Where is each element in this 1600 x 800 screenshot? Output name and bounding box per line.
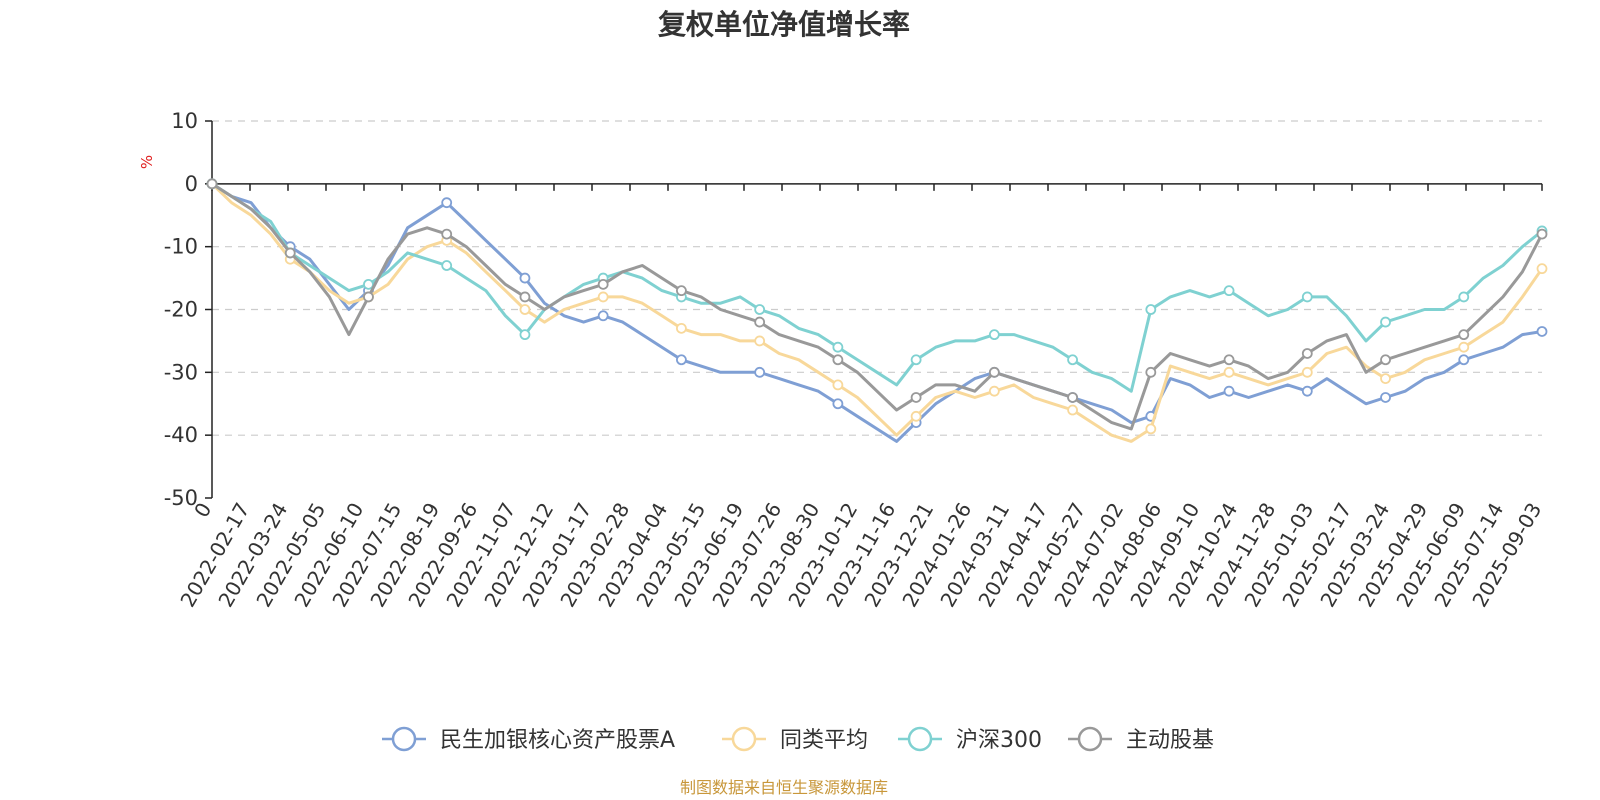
legend-marker bbox=[907, 726, 933, 752]
data-point bbox=[988, 366, 1000, 378]
data-point bbox=[1536, 263, 1548, 275]
data-point bbox=[988, 385, 1000, 397]
data-point bbox=[832, 354, 844, 366]
data-point bbox=[1536, 228, 1548, 240]
data-point bbox=[676, 285, 687, 297]
data-point bbox=[910, 354, 922, 366]
data-point bbox=[676, 322, 687, 334]
chart-title: 复权单位净值增长率 bbox=[658, 8, 910, 41]
data-point bbox=[519, 272, 531, 284]
data-point bbox=[754, 366, 766, 378]
legend-marker bbox=[391, 726, 417, 752]
data-point bbox=[754, 316, 766, 328]
legend-item-1[interactable]: 同类平均 bbox=[722, 726, 868, 753]
series-line-0 bbox=[211, 182, 1543, 443]
data-point bbox=[1380, 354, 1391, 366]
legend-item-2[interactable]: 沪深300 bbox=[898, 726, 1042, 753]
data-point bbox=[519, 329, 531, 341]
y-tick-label: -50 bbox=[164, 486, 198, 510]
data-point bbox=[1067, 354, 1078, 366]
data-point bbox=[1301, 385, 1313, 397]
data-point bbox=[1380, 373, 1391, 385]
data-point bbox=[1223, 385, 1235, 397]
legend-item-3[interactable]: 主动股基 bbox=[1068, 726, 1214, 753]
data-point bbox=[1067, 392, 1078, 403]
data-point bbox=[1458, 329, 1470, 341]
data-point bbox=[754, 335, 766, 347]
legend-marker bbox=[731, 726, 757, 752]
legend-label: 同类平均 bbox=[780, 728, 868, 753]
y-axis-unit: % bbox=[138, 155, 156, 169]
y-tick-label: 10 bbox=[171, 109, 198, 133]
y-axis-ticks: 10 0 -10 -20 -30 -40 -50 bbox=[164, 109, 212, 510]
data-point bbox=[1380, 316, 1391, 328]
y-tick-label: 0 bbox=[185, 172, 198, 196]
series-line-2 bbox=[211, 182, 1543, 393]
data-point bbox=[988, 329, 1000, 341]
data-point bbox=[206, 178, 218, 190]
data-point bbox=[519, 291, 531, 303]
data-point bbox=[832, 341, 844, 353]
legend-label: 主动股基 bbox=[1126, 728, 1214, 753]
data-point bbox=[910, 392, 922, 403]
series-lines bbox=[206, 178, 1548, 443]
data-point bbox=[1145, 366, 1157, 378]
y-tick-label: -20 bbox=[164, 298, 198, 322]
data-point bbox=[676, 354, 687, 366]
series-line-3 bbox=[211, 182, 1544, 431]
data-point bbox=[1145, 423, 1157, 435]
data-point bbox=[441, 260, 453, 271]
data-point bbox=[1458, 341, 1470, 353]
data-point bbox=[1536, 326, 1548, 337]
data-point bbox=[597, 291, 609, 303]
data-point bbox=[910, 410, 922, 422]
series-points-1 bbox=[206, 178, 1548, 435]
data-point bbox=[1301, 291, 1313, 303]
data-point bbox=[441, 228, 453, 240]
legend-item-0[interactable]: 民生加银核心资产股票A bbox=[382, 726, 675, 753]
data-point bbox=[1380, 392, 1391, 403]
data-point bbox=[1145, 304, 1157, 315]
series-points-2 bbox=[206, 178, 1548, 366]
data-point bbox=[754, 304, 766, 315]
gridlines bbox=[212, 120, 1542, 436]
y-tick-label: -30 bbox=[164, 360, 198, 384]
legend-marker bbox=[1077, 726, 1103, 752]
y-tick-label: -10 bbox=[164, 235, 198, 259]
data-point bbox=[1223, 285, 1235, 297]
data-point bbox=[1301, 348, 1313, 359]
data-point bbox=[597, 310, 609, 322]
legend[interactable]: 民生加银核心资产股票A 同类平均 沪深300 主动股基 bbox=[382, 726, 1214, 753]
data-point bbox=[1301, 366, 1313, 378]
data-point bbox=[1223, 354, 1235, 366]
series-points-3 bbox=[206, 178, 1548, 403]
data-point bbox=[519, 304, 531, 315]
data-point bbox=[1458, 354, 1470, 366]
data-point bbox=[832, 379, 844, 391]
y-tick-label: -40 bbox=[164, 423, 198, 447]
data-point bbox=[1067, 404, 1078, 416]
x-tick-label: 0 bbox=[189, 499, 216, 522]
data-point bbox=[441, 197, 453, 209]
data-point bbox=[363, 278, 374, 290]
legend-label: 沪深300 bbox=[956, 728, 1042, 753]
series-line-1 bbox=[210, 182, 1544, 443]
legend-label: 民生加银核心资产股票A bbox=[440, 728, 675, 753]
source-note: 制图数据来自恒生聚源数据库 bbox=[680, 778, 888, 797]
data-point bbox=[832, 398, 844, 410]
data-point bbox=[1223, 366, 1235, 378]
data-point bbox=[1458, 291, 1470, 303]
data-point bbox=[597, 278, 609, 290]
data-point bbox=[284, 247, 296, 259]
data-point bbox=[363, 291, 374, 303]
x-axis-ticks: 02022-02-172022-03-242022-05-052022-06-1… bbox=[175, 183, 1546, 611]
